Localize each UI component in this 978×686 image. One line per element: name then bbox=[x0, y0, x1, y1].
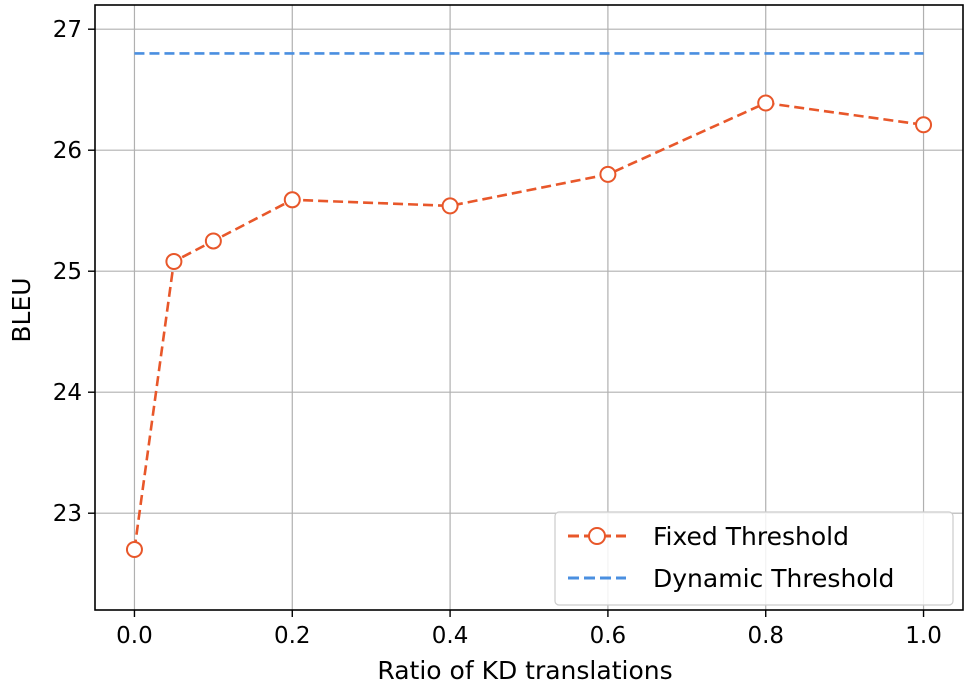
fixed-threshold-point bbox=[441, 197, 459, 215]
x-axis-ticks: 0.0 0.2 0.4 0.6 0.8 1.0 bbox=[116, 610, 942, 649]
x-tick-label: 0.2 bbox=[274, 623, 311, 649]
fixed-threshold-point bbox=[599, 165, 617, 183]
fixed-threshold-point bbox=[757, 94, 775, 112]
y-tick-label: 25 bbox=[53, 259, 82, 285]
fixed-threshold-point bbox=[283, 191, 301, 209]
x-tick-label: 1.0 bbox=[905, 623, 942, 649]
y-tick-label: 26 bbox=[53, 138, 82, 164]
plot-frame bbox=[94, 4, 964, 611]
y-tick-label: 24 bbox=[53, 380, 82, 406]
legend-fixed-threshold-label: Fixed Threshold bbox=[653, 522, 849, 551]
y-tick-label: 23 bbox=[53, 501, 82, 527]
y-axis-label: BLEU bbox=[7, 277, 36, 342]
fixed-threshold-point bbox=[915, 116, 933, 134]
x-axis-label: Ratio of KD translations bbox=[377, 656, 672, 685]
y-tick-label: 27 bbox=[53, 17, 82, 43]
legend-dynamic-threshold-label: Dynamic Threshold bbox=[653, 564, 894, 593]
x-tick-label: 0.6 bbox=[590, 623, 627, 649]
fixed-threshold-line bbox=[133, 101, 924, 550]
fixed-threshold-point bbox=[125, 541, 143, 558]
fixed-threshold-point bbox=[204, 232, 222, 250]
fixed-threshold-point bbox=[165, 253, 183, 271]
legend-fixed-threshold-marker bbox=[588, 527, 606, 545]
legend-box bbox=[554, 511, 954, 606]
x-tick-label: 0.0 bbox=[116, 623, 153, 649]
grid-lines bbox=[95, 5, 963, 610]
series-layer bbox=[125, 52, 933, 558]
x-tick-label: 0.4 bbox=[432, 623, 469, 649]
y-axis-ticks: 23 24 25 26 27 bbox=[53, 17, 95, 527]
legend: Fixed Threshold Dynamic Threshold bbox=[554, 511, 954, 606]
x-tick-label: 0.8 bbox=[747, 623, 784, 649]
